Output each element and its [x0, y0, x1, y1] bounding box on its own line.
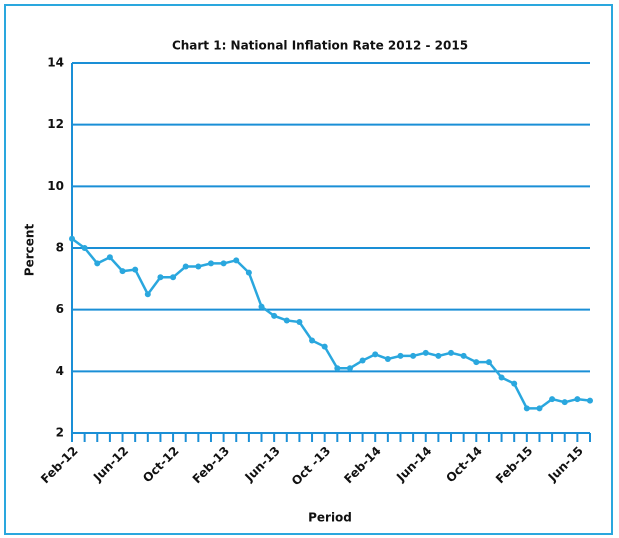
data-point [498, 374, 505, 381]
data-point [283, 317, 290, 324]
data-point [397, 352, 404, 359]
data-point [384, 356, 391, 362]
data-point [485, 359, 492, 366]
data-point [119, 268, 126, 275]
data-point [106, 254, 113, 261]
y-tick-label: 4 [56, 364, 64, 378]
data-point [233, 257, 240, 264]
data-point [334, 365, 341, 372]
y-tick-label: 6 [56, 302, 64, 316]
data-point [157, 274, 164, 281]
data-point [448, 349, 455, 356]
y-tick-label: 14 [47, 56, 64, 70]
data-point [460, 352, 467, 359]
data-point [69, 235, 75, 242]
data-point [422, 349, 429, 356]
data-point [523, 405, 530, 412]
data-point [435, 352, 442, 359]
data-point [346, 365, 353, 372]
data-point [587, 397, 593, 404]
data-point [195, 263, 202, 270]
y-tick-label: 10 [47, 179, 64, 193]
data-point [321, 343, 328, 350]
data-point [473, 359, 480, 366]
data-point [207, 260, 214, 267]
y-axis-label: Percent [23, 224, 37, 277]
y-tick-label: 12 [47, 117, 64, 131]
data-point [182, 263, 189, 270]
data-point [132, 266, 139, 273]
data-point [94, 260, 101, 267]
chart-frame [4, 4, 613, 535]
data-point [574, 396, 581, 403]
data-point [144, 291, 151, 298]
data-point [220, 260, 227, 267]
chart-title: Chart 1: National Inflation Rate 2012 - … [172, 39, 468, 53]
data-point [245, 269, 252, 276]
data-point [410, 352, 417, 359]
data-point [170, 274, 177, 281]
data-point [271, 312, 278, 319]
x-axis-label: Period [308, 511, 352, 525]
data-point [549, 396, 556, 403]
y-tick-label: 8 [56, 241, 64, 255]
data-point [372, 351, 379, 358]
data-point [81, 245, 88, 251]
data-point [536, 405, 543, 412]
data-point [511, 380, 518, 387]
data-point [561, 399, 568, 406]
data-point [296, 319, 303, 325]
data-point [258, 303, 265, 310]
data-point [359, 357, 366, 364]
y-tick-label: 2 [56, 426, 64, 440]
data-point [309, 337, 316, 344]
